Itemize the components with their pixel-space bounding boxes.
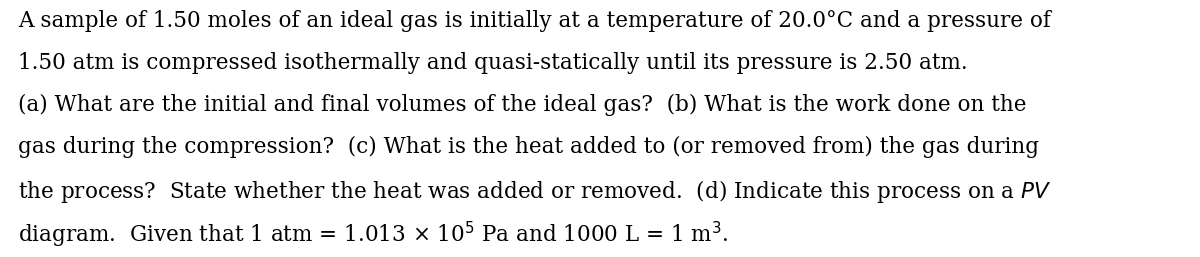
Text: gas during the compression?  (c) What is the heat added to (or removed from) the: gas during the compression? (c) What is … bbox=[18, 136, 1039, 158]
Text: A sample of 1.50 moles of an ideal gas is initially at a temperature of 20.0°C a: A sample of 1.50 moles of an ideal gas i… bbox=[18, 10, 1051, 32]
Text: 1.50 atm is compressed isothermally and quasi-statically until its pressure is 2: 1.50 atm is compressed isothermally and … bbox=[18, 52, 967, 74]
Text: the process?  State whether the heat was added or removed.  (d) Indicate this pr: the process? State whether the heat was … bbox=[18, 178, 1051, 205]
Text: diagram.  Given that 1 atm = 1.013 × 10$^{5}$ Pa and 1000 L = 1 m$^{3}$.: diagram. Given that 1 atm = 1.013 × 10$^… bbox=[18, 220, 728, 250]
Text: (a) What are the initial and final volumes of the ideal gas?  (b) What is the wo: (a) What are the initial and final volum… bbox=[18, 94, 1026, 116]
